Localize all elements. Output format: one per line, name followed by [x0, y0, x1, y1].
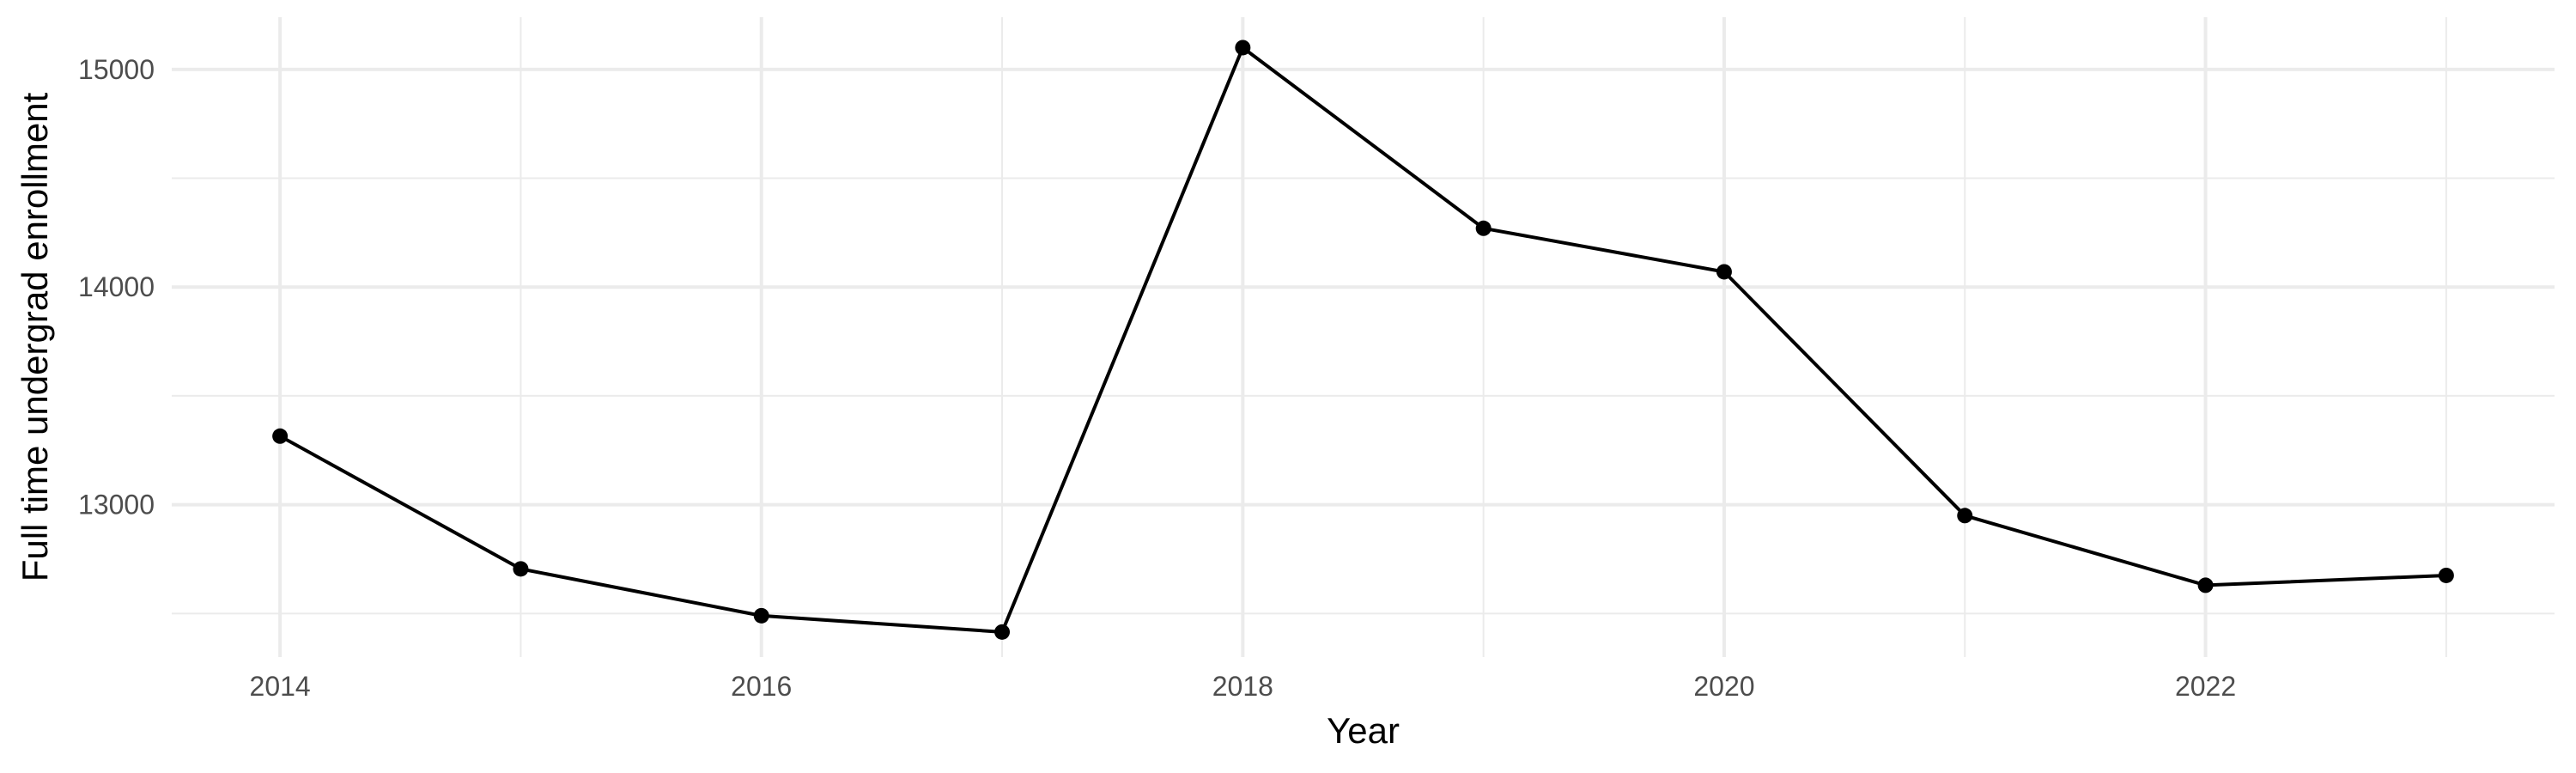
y-tick-label: 15000 [78, 54, 155, 85]
x-tick-label: 2014 [250, 671, 311, 702]
series-line [279, 46, 2446, 634]
x-tick-label: 2022 [2175, 671, 2236, 702]
x-axis-tick-labels: 2014 2016 2018 2020 2022 [250, 671, 2237, 702]
series-line-group [279, 46, 2446, 634]
data-point [994, 624, 1011, 640]
minor-gridlines [172, 17, 2555, 657]
data-point [1475, 220, 1492, 236]
data-point [1716, 264, 1732, 280]
x-tick-label: 2016 [731, 671, 792, 702]
x-axis-title: Year [1327, 710, 1400, 751]
y-axis-tick-labels: 13000 14000 15000 [78, 54, 155, 520]
data-point [1235, 40, 1251, 56]
major-gridlines [172, 17, 2555, 657]
y-tick-label: 13000 [78, 490, 155, 520]
series-points-group [272, 40, 2454, 640]
data-point [753, 607, 769, 624]
data-point [2438, 567, 2454, 583]
x-tick-label: 2020 [1693, 671, 1754, 702]
y-axis-title: Full time undergrad enrollment [15, 92, 55, 581]
x-tick-label: 2018 [1212, 671, 1273, 702]
data-point [2197, 577, 2214, 593]
y-tick-label: 14000 [78, 271, 155, 302]
data-point [1957, 508, 1973, 524]
data-point [513, 561, 529, 577]
data-point [272, 428, 289, 444]
